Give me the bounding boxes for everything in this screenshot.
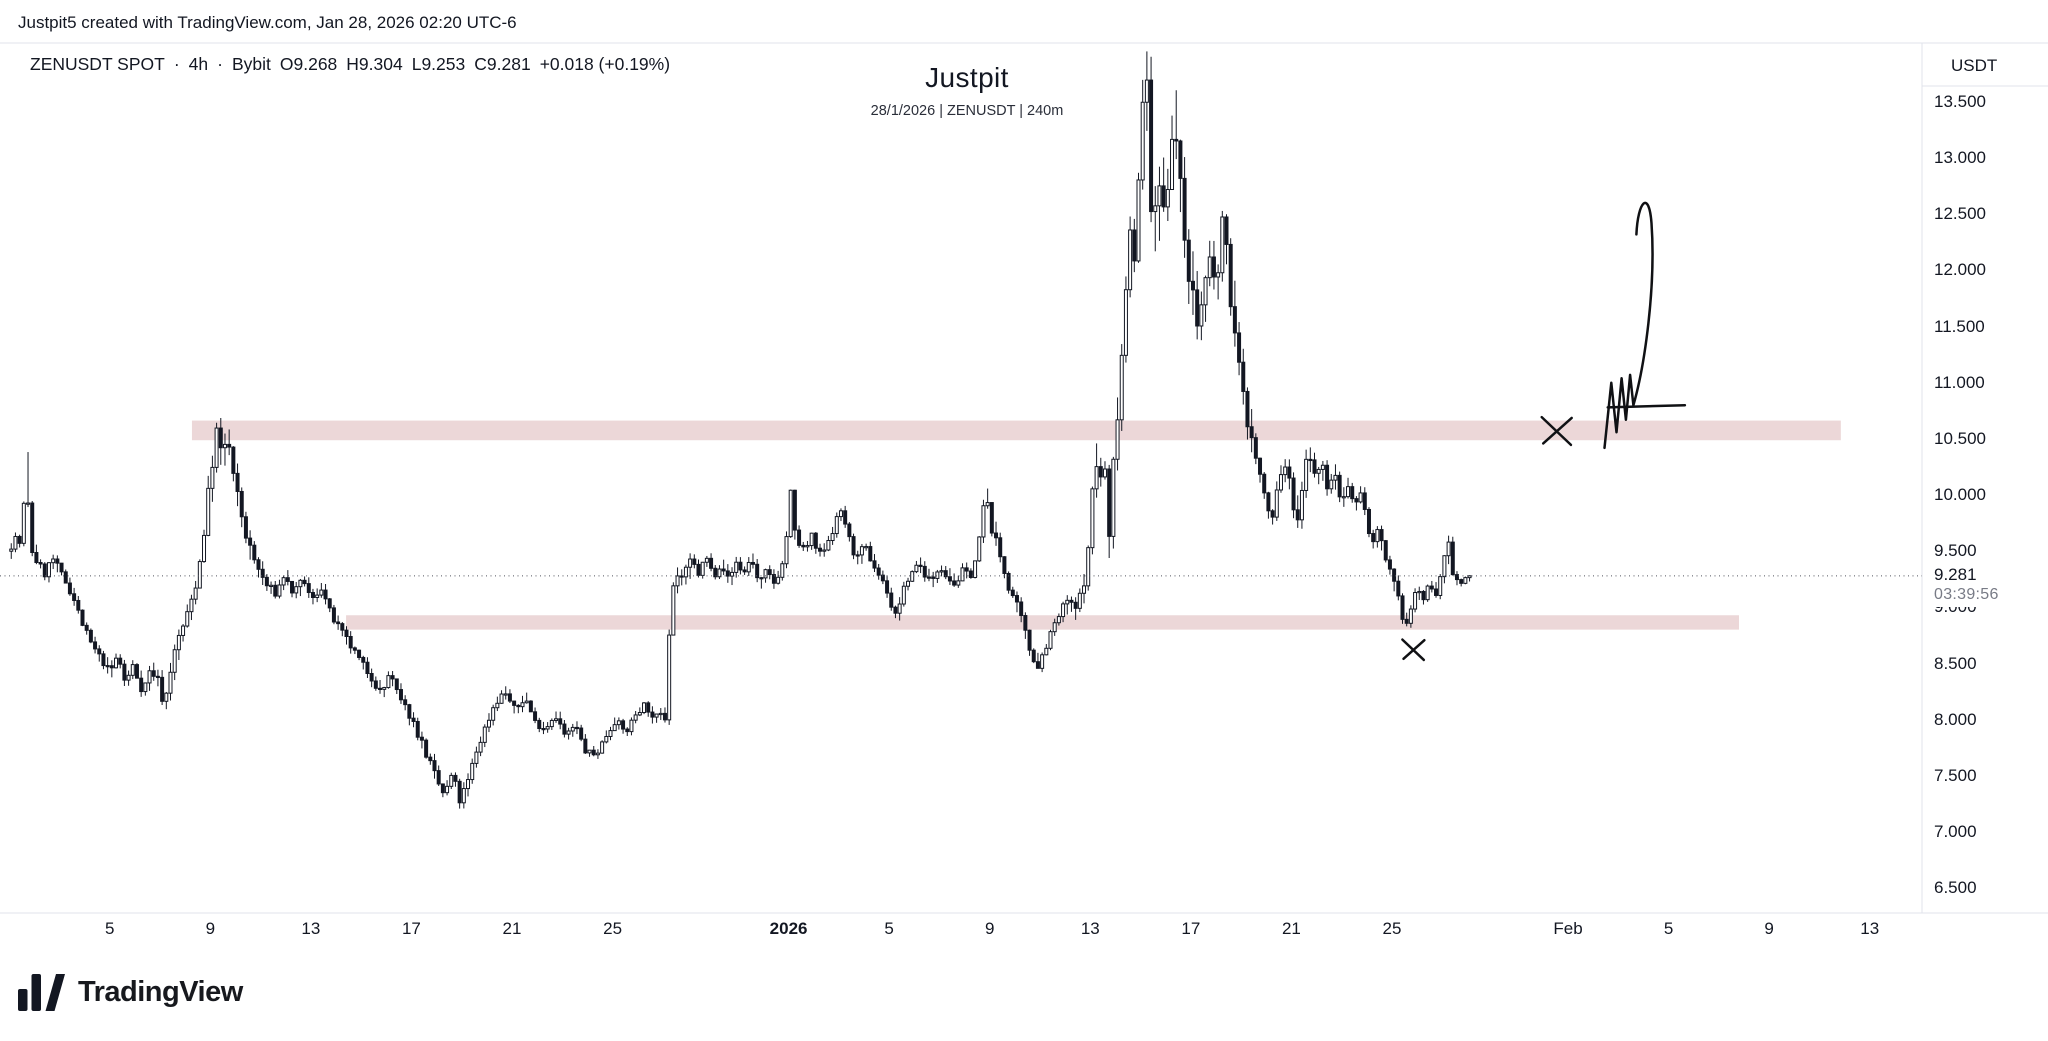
pen-drawing[interactable]: [1603, 201, 1654, 450]
price-axis-label: 11.000: [1934, 372, 1985, 392]
time-axis-label: 5: [1663, 919, 1674, 938]
currency-label[interactable]: USDT: [1951, 56, 1998, 75]
price-axis-label: 8.500: [1934, 653, 1977, 673]
price-axis-label: 7.000: [1934, 822, 1977, 842]
last-price-label: 9.281 03:39:56: [1926, 562, 2005, 607]
countdown-timer: 03:39:56: [1934, 585, 1999, 603]
low-value: L9.253: [411, 54, 466, 74]
tradingview-logo-icon[interactable]: [18, 974, 65, 1011]
symbol-name[interactable]: ZENUSDT SPOT: [30, 54, 165, 74]
watermark: Justpit 28/1/2026 | ZENUSDT | 240m: [871, 62, 1064, 119]
time-axis-label: 13: [1080, 919, 1100, 938]
time-axis[interactable]: 5 9 13 17 21 25 2026 5 9 13 17 21 25 Feb 5 9 13: [0, 919, 1922, 945]
time-axis-label: 9: [984, 919, 995, 938]
pen-drawing[interactable]: [1606, 403, 1687, 409]
time-axis-label: 25: [1382, 919, 1402, 938]
price-axis-label: 10.000: [1934, 485, 1986, 505]
time-axis-label: 25: [603, 919, 623, 938]
x-mark[interactable]: [1540, 415, 1573, 447]
tradingview-footer[interactable]: TradingView: [18, 974, 243, 1011]
time-axis-label: 21: [1281, 919, 1301, 938]
time-axis-label: 13: [1860, 919, 1880, 938]
price-axis-label: 8.000: [1934, 709, 1977, 729]
price-axis[interactable]: 13.500 13.000 12.500 12.000 11.500 11.000 10.5…: [1934, 0, 2048, 1041]
separator-dot: ·: [173, 54, 180, 74]
candlestick-series: [9, 51, 1472, 809]
time-axis-label: 5: [884, 919, 894, 938]
watermark-title: Justpit: [925, 62, 1009, 93]
price-axis-label: 10.500: [1934, 428, 1986, 448]
watermark-subtitle: 28/1/2026 | ZENUSDT | 240m: [870, 103, 1064, 119]
symbol-header: ZENUSDT SPOT · 4h · Bybit O9.268 H9.304 …: [30, 54, 670, 75]
change-value: +0.018 (+0.19%): [539, 54, 671, 74]
separator-dot: ·: [217, 54, 223, 74]
last-price-value: 9.281: [1934, 564, 1977, 584]
interval-label[interactable]: 4h: [188, 54, 209, 74]
time-axis-label: 21: [502, 919, 522, 938]
open-value: O9.268: [279, 54, 338, 74]
time-axis-label: 5: [104, 919, 115, 938]
price-axis-label: 13.000: [1934, 148, 1986, 168]
time-axis-label: 9: [1764, 919, 1774, 938]
brand-name: TradingView: [78, 976, 243, 1008]
price-axis-label: 7.500: [1934, 765, 1977, 785]
support-zone[interactable]: [346, 615, 1739, 630]
time-axis-label: 13: [301, 919, 321, 938]
x-mark[interactable]: [1401, 638, 1426, 662]
time-axis-label: 9: [205, 919, 216, 938]
time-axis-label: 17: [1181, 919, 1201, 938]
resistance-zone[interactable]: [191, 420, 1841, 441]
price-axis-label: 6.500: [1934, 878, 1977, 898]
hand-drawn-annotations: [1401, 201, 1687, 662]
price-axis-label: 9.500: [1934, 541, 1977, 561]
high-value: H9.304: [346, 54, 403, 74]
time-axis-label: 17: [401, 919, 421, 938]
price-axis-label: 11.500: [1934, 316, 1985, 336]
price-axis-label: 12.500: [1934, 204, 1986, 224]
price-axis-label: 12.000: [1934, 260, 1986, 280]
time-axis-label: Feb: [1553, 919, 1583, 938]
attribution-text: Justpit5 created with TradingView.com, J…: [18, 13, 517, 32]
exchange-label: Bybit: [231, 54, 271, 74]
price-axis-label: 13.500: [1934, 91, 1986, 111]
price-zones: [191, 420, 1841, 630]
close-value: C9.281: [474, 54, 531, 74]
time-axis-label: 2026: [769, 919, 808, 938]
